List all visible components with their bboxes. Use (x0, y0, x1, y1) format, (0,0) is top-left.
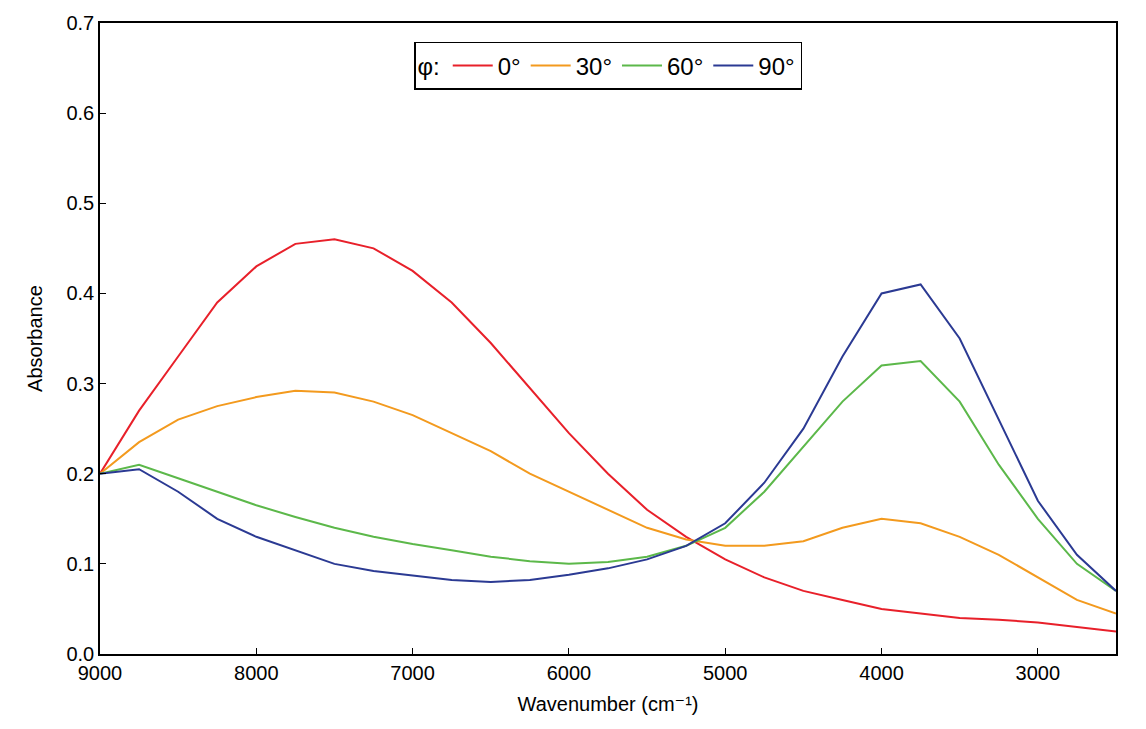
svg-text:0.2: 0.2 (66, 463, 94, 485)
svg-text:0.0: 0.0 (66, 643, 94, 665)
svg-text:Wavenumber (cm⁻¹): Wavenumber (cm⁻¹) (518, 693, 699, 715)
svg-text:4000: 4000 (859, 662, 904, 684)
svg-text:0.6: 0.6 (66, 102, 94, 124)
svg-text:90°: 90° (758, 53, 794, 80)
svg-text:30°: 30° (576, 53, 612, 80)
svg-text:9000: 9000 (78, 662, 123, 684)
svg-text:60°: 60° (667, 53, 703, 80)
svg-text:3000: 3000 (1016, 662, 1061, 684)
svg-text:6000: 6000 (547, 662, 592, 684)
svg-text:0.4: 0.4 (66, 282, 94, 304)
svg-text:0°: 0° (498, 53, 521, 80)
svg-text:0.5: 0.5 (66, 192, 94, 214)
svg-text:φ:: φ: (418, 53, 440, 80)
svg-text:5000: 5000 (703, 662, 748, 684)
svg-text:Absorbance: Absorbance (24, 285, 46, 392)
svg-text:0.3: 0.3 (66, 373, 94, 395)
svg-text:7000: 7000 (390, 662, 435, 684)
svg-text:0.1: 0.1 (66, 553, 94, 575)
svg-text:0.7: 0.7 (66, 12, 94, 34)
svg-text:8000: 8000 (234, 662, 279, 684)
